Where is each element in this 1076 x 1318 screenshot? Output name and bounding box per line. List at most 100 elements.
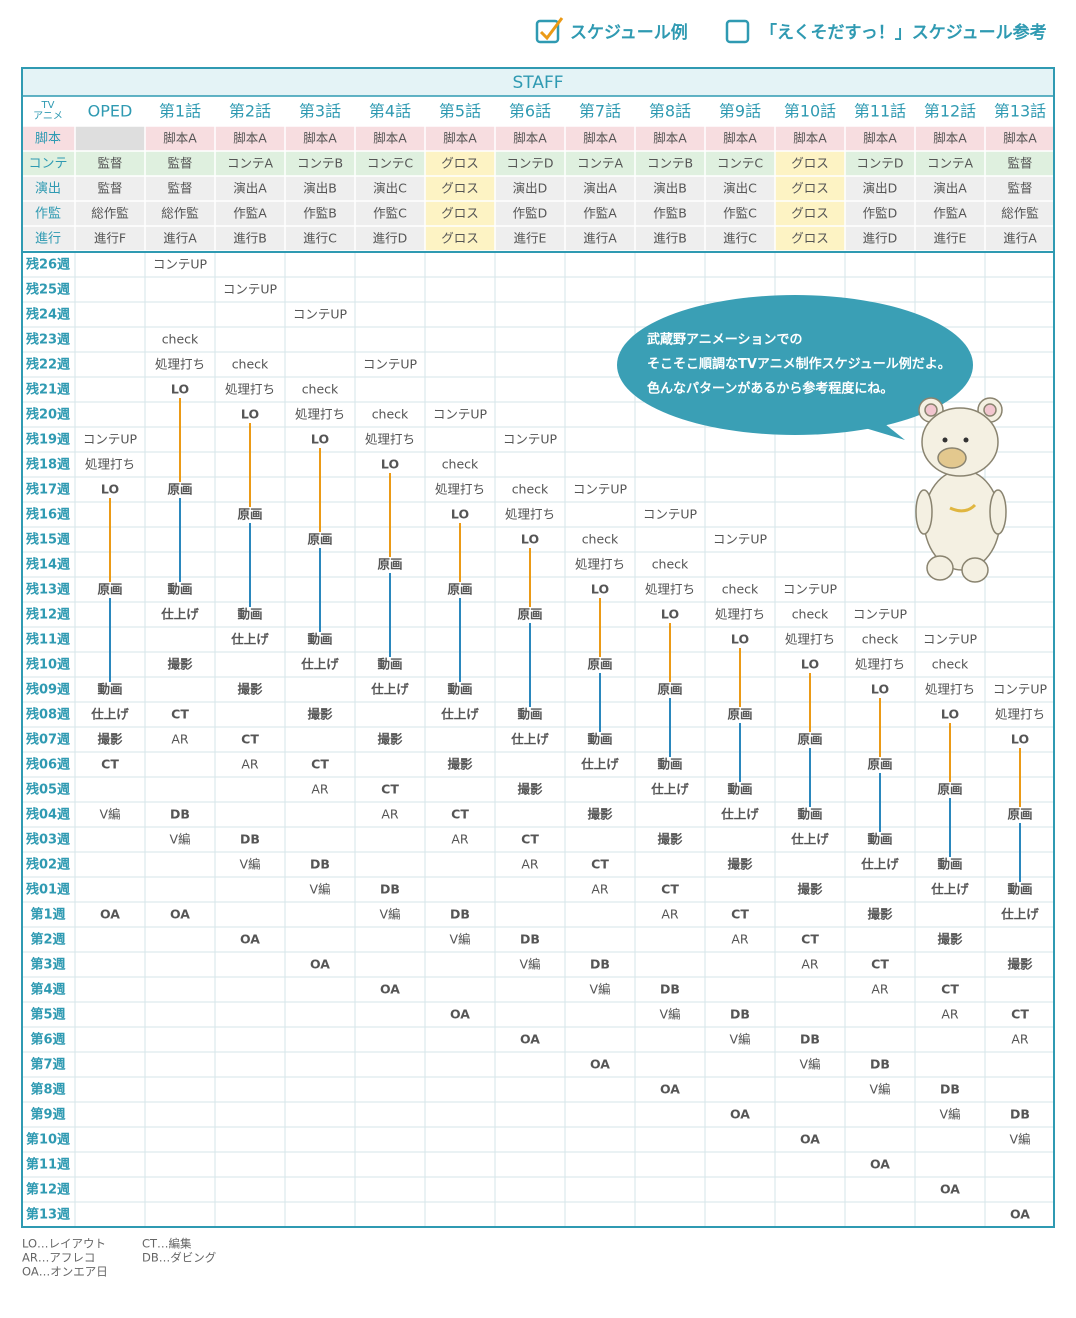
- schedule-item: LO: [1011, 732, 1029, 747]
- staff-cell: [705, 226, 775, 251]
- staff-cell: [565, 151, 635, 176]
- schedule-item: AR: [171, 732, 189, 747]
- staff-cell: [915, 226, 985, 251]
- staff-cell: [215, 201, 285, 226]
- schedule-item: OA: [240, 932, 260, 947]
- role-label: 脚本: [35, 131, 61, 147]
- schedule-item: 仕上げ: [160, 607, 199, 622]
- staff-cell: [215, 176, 285, 201]
- column-header: 第5話: [439, 102, 481, 121]
- checkbox[interactable]: [535, 19, 560, 44]
- schedule-item: CT: [941, 982, 959, 997]
- note: AR…アフレコ: [22, 1251, 95, 1265]
- staff-value: 監督: [97, 181, 122, 196]
- schedule-item: コンテUP: [503, 432, 558, 447]
- schedule-item: OA: [310, 957, 330, 972]
- staff-value: 監督: [167, 156, 192, 171]
- schedule-item: 撮影: [447, 757, 473, 772]
- staff-cell: [285, 226, 355, 251]
- staff-cell: [425, 226, 495, 251]
- week-label: 第6週: [30, 1032, 65, 1048]
- schedule-item: 原画: [797, 732, 822, 747]
- links: [109, 398, 1021, 882]
- schedule-item: LO: [521, 532, 539, 547]
- week-label: 残07週: [26, 732, 70, 748]
- schedule-item: 動画: [237, 607, 262, 622]
- schedule-item: CT: [661, 882, 679, 897]
- staff-value: 監督: [167, 181, 192, 196]
- schedule-item: 仕上げ: [90, 707, 129, 722]
- schedule-item: 処理打ち: [505, 507, 555, 522]
- week-label: 第2週: [30, 932, 65, 948]
- schedule-item: 撮影: [587, 807, 613, 822]
- staff-cell: [705, 201, 775, 226]
- checkbox-option[interactable]: 「えくそだすっ！」スケジュール参考: [725, 19, 1047, 44]
- schedule-item: 仕上げ: [230, 632, 269, 647]
- schedule-item: V編: [799, 1057, 820, 1072]
- staff-value: グロス: [441, 156, 479, 171]
- schedule-item: 原画: [237, 507, 262, 522]
- checkbox[interactable]: [725, 19, 750, 44]
- staff-value: 脚本A: [933, 131, 967, 146]
- role-label: 作監: [35, 206, 61, 222]
- schedule-item: コンテUP: [363, 357, 418, 372]
- checkbox-label[interactable]: スケジュール例: [570, 22, 688, 43]
- staff-header: [22, 68, 1054, 96]
- staff-value: 作監A: [933, 206, 967, 221]
- staff-value: コンテD: [856, 156, 903, 171]
- role-cell: [22, 201, 75, 226]
- schedule-item: CT: [871, 957, 889, 972]
- staff-cell: [565, 201, 635, 226]
- schedule-item: V編: [659, 1007, 680, 1022]
- schedule-item: check: [652, 557, 689, 572]
- staff-value: コンテB: [297, 156, 343, 171]
- schedule-item: AR: [1011, 1032, 1029, 1047]
- schedule-item: V編: [729, 1032, 750, 1047]
- checkbox-label[interactable]: 「えくそだすっ！」スケジュール参考: [760, 22, 1047, 43]
- staff-value: コンテC: [367, 156, 414, 171]
- staff-value: コンテB: [647, 156, 693, 171]
- staff-value: 作監B: [303, 206, 337, 221]
- staff-value: 進行B: [233, 231, 267, 246]
- staff-value: 作監A: [583, 206, 617, 221]
- schedule-item: DB: [170, 807, 190, 822]
- schedule-item: AR: [241, 757, 259, 772]
- column-header: 第4話: [369, 102, 411, 121]
- staff-cell: [565, 126, 635, 151]
- checkbox-option[interactable]: スケジュール例: [535, 17, 688, 44]
- bubble-text: 武蔵野アニメーションでのそこそこ順調なTVアニメ制作スケジュール例だよ。色んなパ…: [647, 332, 951, 397]
- schedule-item: CT: [451, 807, 469, 822]
- schedule-item: 原画: [727, 707, 752, 722]
- staff-value: 脚本A: [583, 131, 617, 146]
- staff-value: 脚本A: [233, 131, 267, 146]
- staff-cell: [985, 126, 1055, 151]
- staff-cell: [845, 176, 915, 201]
- schedule-item: V編: [519, 957, 540, 972]
- staff-value: 総作監: [91, 206, 129, 221]
- schedule-item: 処理打ち: [995, 707, 1045, 722]
- schedule-item: CT: [241, 732, 259, 747]
- schedule-item: 処理打ち: [225, 382, 275, 397]
- staff-cell: [915, 126, 985, 151]
- schedule-item: DB: [1010, 1107, 1030, 1122]
- week-label: 残08週: [26, 707, 70, 723]
- week-label: 残06週: [26, 757, 70, 773]
- staff-cell: [285, 176, 355, 201]
- week-label: 第9週: [30, 1107, 65, 1123]
- week-label: 第4週: [30, 982, 65, 998]
- staff-cell: [775, 151, 845, 176]
- staff-cell: [75, 176, 145, 201]
- schedule-item: LO: [801, 657, 819, 672]
- week-label: 残21週: [26, 382, 70, 398]
- schedule-item: コンテUP: [83, 432, 138, 447]
- week-label: 残16週: [26, 507, 70, 523]
- schedule-item: check: [792, 607, 829, 622]
- schedule-item: 撮影: [867, 907, 893, 922]
- staff-cell: [775, 176, 845, 201]
- week-label: 残04週: [26, 807, 70, 823]
- staff-value: 作監C: [373, 206, 407, 221]
- staff-value: 監督: [1007, 181, 1032, 196]
- staff-value: グロス: [791, 181, 829, 196]
- staff-value: 進行C: [303, 231, 337, 246]
- corner-label: アニメ: [33, 111, 63, 122]
